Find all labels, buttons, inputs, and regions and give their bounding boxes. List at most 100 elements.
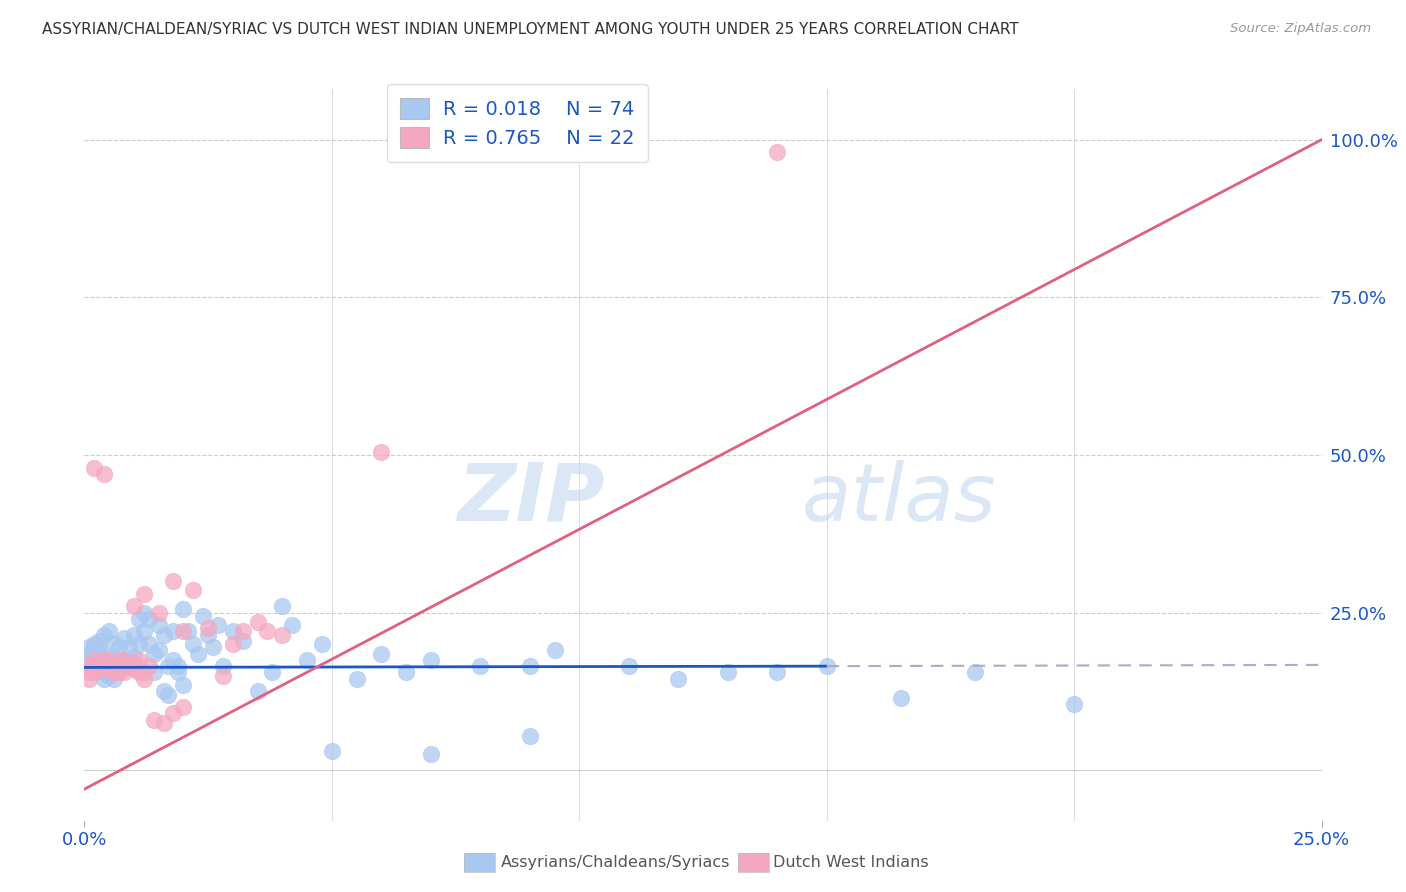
Point [118,656,141,670]
Point [79,653,101,667]
Point [79,665,101,680]
Point [197,621,219,635]
Point [187,647,209,661]
Point [148,606,170,620]
Text: Source: ZipAtlas.com: Source: ZipAtlas.com [1230,22,1371,36]
Point [419,653,441,667]
Point [128,665,150,680]
Point [138,637,160,651]
Point [93,662,115,676]
Point [370,444,392,458]
Point [138,612,160,626]
Point [128,612,150,626]
Point [83,460,105,475]
Point [112,665,135,680]
Point [103,637,125,651]
Point [122,656,145,670]
Point [281,618,304,632]
Point [222,637,245,651]
Y-axis label: Unemployment Among Youth under 25 years: Unemployment Among Youth under 25 years [0,268,8,642]
Point [108,665,131,680]
Point [118,640,141,655]
Point [157,688,180,702]
Text: atlas: atlas [801,459,997,538]
Point [118,659,141,673]
Point [122,627,145,641]
Point [83,637,105,651]
Point [232,634,254,648]
Point [98,668,121,682]
Point [519,729,541,743]
Point [232,624,254,639]
Point [98,624,121,639]
Point [98,662,121,676]
Point [167,659,190,673]
Point [370,647,392,661]
Point [212,659,235,673]
Point [142,713,165,727]
Point [162,706,184,721]
Point [132,672,155,686]
Point [93,653,115,667]
Point [212,668,235,682]
Point [890,690,912,705]
Point [172,602,194,616]
Point [152,684,174,698]
Point [103,659,125,673]
Point [108,653,131,667]
Point [128,653,150,667]
Point [83,659,105,673]
Point [172,700,194,714]
Point [172,624,194,639]
Point [815,659,838,673]
Point [346,672,368,686]
Point [197,627,219,641]
Point [157,659,180,673]
Point [112,653,135,667]
Point [132,665,155,680]
Point [519,659,541,673]
Point [132,587,155,601]
Point [167,665,190,680]
Point [148,643,170,657]
Point [271,599,294,614]
Point [98,649,121,664]
Point [89,647,111,661]
Point [766,145,789,160]
Point [246,684,269,698]
Point [321,744,343,758]
Point [152,715,174,730]
Point [162,624,184,639]
Point [93,672,115,686]
Point [162,574,184,588]
Point [89,634,111,648]
Point [717,665,740,680]
Text: ZIP: ZIP [457,459,605,538]
Point [395,665,418,680]
Legend: R = 0.018    N = 74, R = 0.765    N = 22: R = 0.018 N = 74, R = 0.765 N = 22 [387,84,648,161]
Point [112,631,135,645]
Point [162,653,184,667]
Point [128,637,150,651]
Point [112,653,135,667]
Point [98,653,121,667]
Point [965,665,987,680]
Point [93,659,115,673]
Point [419,747,441,762]
Point [666,672,689,686]
Point [191,608,214,623]
Point [295,653,318,667]
Point [103,665,125,680]
Point [262,665,284,680]
Point [122,662,145,676]
Point [202,640,225,655]
Point [79,647,101,661]
Point [177,624,200,639]
Point [207,618,229,632]
Point [181,637,204,651]
Point [89,662,111,676]
Point [93,665,115,680]
Point [89,653,111,667]
Point [103,665,125,680]
Point [172,678,194,692]
